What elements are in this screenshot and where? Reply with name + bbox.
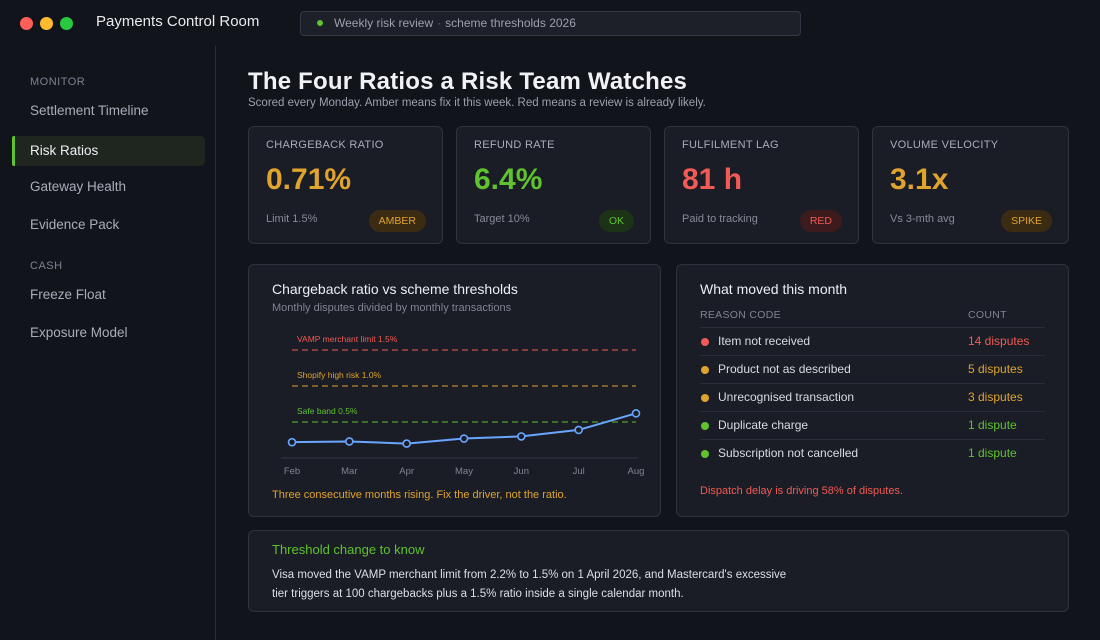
kpi-card-volume-velocity: VOLUME VELOCITY 3.1x Vs 3-mth avg SPIKE [872, 126, 1069, 244]
sidebar-section-cash: CASH [30, 260, 63, 272]
reason-code: Item not received [718, 334, 811, 348]
x-tick-label: Jun [514, 466, 529, 477]
maximize-window-button[interactable] [60, 17, 73, 30]
context-label: Weekly risk review · scheme thresholds 202… [334, 16, 576, 30]
table-row[interactable]: Subscription not cancelled 1 dispute [700, 439, 1045, 467]
kpi-note: Target 10% [474, 213, 530, 225]
chart-panel: Chargeback ratio vs scheme thresholds Mo… [248, 264, 661, 517]
what-moved-title: What moved this month [700, 281, 848, 297]
table-row[interactable]: Item not received 14 disputes [700, 327, 1045, 355]
data-point [574, 425, 583, 435]
moved-footnote: Dispatch delay is driving 58% of dispute… [700, 485, 903, 497]
dispute-count: 3 disputes [968, 390, 1023, 404]
kpi-card-fulfilment-lag: FULFILMENT LAG 81 h Paid to tracking RED [664, 126, 859, 244]
severity-dot-icon [701, 338, 709, 346]
page-title: The Four Ratios a Risk Team Watches [248, 68, 688, 95]
status-badge: OK [598, 210, 634, 232]
kpi-value: 81 h [682, 163, 743, 196]
dispute-count: 14 disputes [968, 334, 1030, 348]
x-tick-label: Aug [628, 466, 645, 477]
data-point [287, 437, 297, 447]
threshold-label: VAMP merchant limit 1.5% [297, 334, 398, 344]
kpi-card-refund-rate: REFUND RATE 6.4% Target 10% OK [456, 126, 651, 244]
dispute-count: 1 dispute [968, 446, 1017, 460]
x-tick-label: Apr [399, 466, 414, 477]
table-row[interactable]: Unrecognised transaction 3 disputes [700, 383, 1045, 411]
reason-code: Duplicate charge [718, 418, 809, 432]
severity-dot-icon [701, 450, 709, 458]
data-point [402, 439, 411, 448]
threshold-label: Shopify high risk 1.0% [297, 370, 382, 380]
notice-line: tier triggers at 100 chargebacks plus a … [272, 588, 684, 600]
data-point [345, 437, 354, 446]
kpi-label: CHARGEBACK RATIO [266, 139, 384, 151]
dispute-count: 5 disputes [968, 362, 1023, 376]
sidebar-item-exposure-model[interactable]: Exposure Model [30, 325, 128, 340]
sidebar-item-settlement-timeline[interactable]: Settlement Timeline [30, 103, 149, 118]
sidebar-item-freeze-float[interactable]: Freeze Float [30, 287, 106, 302]
app-title: Payments Control Room [96, 13, 260, 30]
title-bar: Payments Control Room Weekly risk review… [0, 0, 1100, 46]
column-header-reason: REASON CODE [700, 309, 781, 321]
severity-dot-icon [701, 394, 709, 402]
kpi-card-chargeback-ratio: CHARGEBACK RATIO 0.71% Limit 1.5% AMBER [248, 126, 443, 244]
threshold-label: Safe band 0.5% [297, 406, 358, 416]
minimize-window-button[interactable] [40, 17, 53, 30]
status-badge: SPIKE [1001, 210, 1052, 232]
sidebar-item-gateway-health[interactable]: Gateway Health [30, 179, 127, 194]
kpi-note: Vs 3-mth avg [890, 213, 955, 225]
what-moved-panel: What moved this month REASON CODE COUNT … [676, 264, 1069, 517]
notice-body: Visa moved the VAMP merchant limit from … [272, 566, 832, 604]
kpi-note: Limit 1.5% [266, 213, 318, 225]
x-tick-label: May [455, 466, 473, 477]
status-badge: RED [799, 210, 842, 232]
status-dot-icon [317, 20, 323, 26]
kpi-value: 6.4% [474, 163, 543, 196]
x-tick-label: Feb [284, 466, 300, 477]
page-subtitle: Scored every Monday. Amber means fix it … [248, 97, 706, 109]
dispute-count: 1 dispute [968, 418, 1017, 432]
kpi-label: FULFILMENT LAG [682, 139, 779, 151]
column-header-count: COUNT [968, 309, 1007, 321]
sidebar-section-monitor: MONITOR [30, 76, 86, 88]
kpi-value: 3.1x [890, 163, 949, 196]
notice-line: Visa moved the VAMP merchant limit from … [272, 569, 787, 581]
table-row[interactable]: Duplicate charge 1 dispute [700, 411, 1045, 439]
data-point [631, 409, 641, 418]
main-content: The Four Ratios a Risk Team Watches Scor… [217, 46, 1100, 640]
table-row[interactable]: Product not as described 5 disputes [700, 355, 1045, 383]
close-window-button[interactable] [20, 17, 33, 30]
reason-code: Product not as described [718, 362, 851, 376]
x-tick-label: Jul [573, 466, 585, 477]
severity-dot-icon [701, 366, 709, 374]
chargeback-line-chart: VAMP merchant limit 1.5% Shopify high ris… [281, 334, 645, 477]
status-badge: AMBER [368, 210, 426, 232]
context-search-bar[interactable]: Weekly risk review · scheme thresholds 202… [300, 11, 801, 36]
threshold-notice: Threshold change to know Visa moved the … [248, 530, 1069, 612]
kpi-label: VOLUME VELOCITY [890, 139, 999, 151]
kpi-note: Paid to tracking [682, 213, 758, 225]
sidebar-item-risk-ratios[interactable]: Risk Ratios [12, 136, 205, 166]
sidebar: MONITOR Settlement Timeline Risk Ratios … [0, 46, 216, 640]
chart-footnote: Three consecutive months rising. Fix the… [272, 489, 567, 501]
reason-code: Unrecognised transaction [718, 390, 855, 404]
reason-code: Subscription not cancelled [718, 446, 859, 460]
x-tick-label: Mar [341, 466, 357, 477]
severity-dot-icon [701, 422, 709, 430]
chart-subtitle: Monthly disputes divided by monthly tran… [272, 302, 512, 314]
kpi-label: REFUND RATE [474, 139, 555, 151]
notice-title: Threshold change to know [272, 542, 425, 557]
data-point [517, 432, 526, 441]
sidebar-item-evidence-pack[interactable]: Evidence Pack [30, 217, 120, 232]
chart-title: Chargeback ratio vs scheme thresholds [272, 281, 518, 297]
data-point [459, 434, 469, 443]
kpi-value: 0.71% [266, 163, 352, 196]
